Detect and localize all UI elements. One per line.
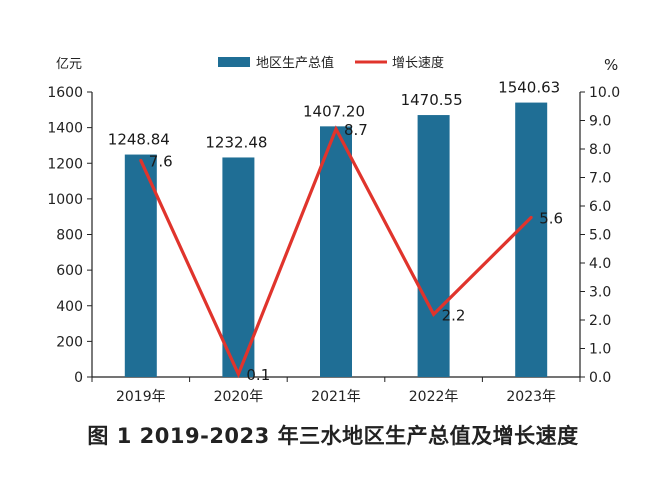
bar-1 (222, 157, 255, 377)
right-tick-label: 0.0 (589, 370, 611, 386)
legend-bar-swatch (218, 57, 250, 67)
left-tick-label: 400 (56, 299, 83, 315)
bar-0 (124, 154, 157, 377)
right-tick-label: 8.0 (589, 142, 611, 158)
left-tick-label: 200 (56, 334, 83, 350)
left-tick-label: 600 (56, 263, 83, 279)
bar-value-label: 1248.84 (108, 131, 170, 149)
line-point-1 (236, 372, 240, 376)
legend-bar-label: 地区生产总值 (256, 55, 334, 71)
right-tick-label: 3.0 (589, 285, 611, 301)
left-tick-label: 0 (74, 370, 83, 386)
line-value-label: 8.7 (344, 121, 368, 139)
right-axis-unit-label: % (604, 56, 618, 74)
right-tick-label: 9.0 (589, 114, 611, 130)
right-tick-label: 4.0 (589, 256, 611, 272)
right-tick-label: 7.0 (589, 171, 611, 187)
left-axis-unit-label: 亿元 (56, 57, 82, 72)
x-tick-label: 2019年 (116, 389, 166, 405)
right-tick-label: 6.0 (589, 199, 611, 215)
x-tick-label: 2020年 (214, 389, 264, 405)
bar-4 (515, 102, 548, 377)
left-tick-label: 1600 (47, 85, 83, 101)
left-tick-label: 1200 (47, 156, 83, 172)
bar-value-label: 1470.55 (401, 91, 463, 109)
line-point-3 (432, 312, 436, 316)
right-tick-label: 5.0 (589, 228, 611, 244)
bar-value-label: 1407.20 (303, 102, 365, 120)
line-point-4 (529, 215, 533, 219)
bar-2 (320, 126, 352, 377)
left-tick-label: 1000 (47, 192, 83, 208)
combo-chart: 0 200 400 600 800 1000 1200 1400 1600 0.0 1.0 2.0 3.… (47, 55, 620, 405)
line-value-label: 7.6 (149, 152, 173, 170)
line-value-label: 0.1 (246, 366, 270, 384)
x-tick-label: 2021年 (311, 389, 361, 405)
line-value-label: 5.6 (539, 209, 563, 227)
x-tick-label: 2022年 (409, 389, 459, 405)
bar-value-label: 1540.63 (498, 79, 560, 97)
left-tick-label: 800 (56, 228, 83, 244)
bar-3 (417, 115, 450, 377)
figure-caption: 图 1 2019-2023 年三水地区生产总值及增长速度 (87, 424, 579, 448)
legend-line-label: 增长速度 (392, 55, 444, 71)
left-tick-label: 1400 (47, 121, 83, 137)
right-tick-label: 10.0 (589, 85, 620, 101)
line-value-label: 2.2 (442, 306, 466, 324)
line-point-0 (139, 158, 143, 162)
right-tick-label: 1.0 (589, 342, 611, 358)
bar-value-label: 1232.48 (205, 133, 267, 151)
line-point-2 (334, 127, 338, 131)
x-tick-label: 2023年 (506, 389, 556, 405)
right-tick-label: 2.0 (589, 313, 611, 329)
